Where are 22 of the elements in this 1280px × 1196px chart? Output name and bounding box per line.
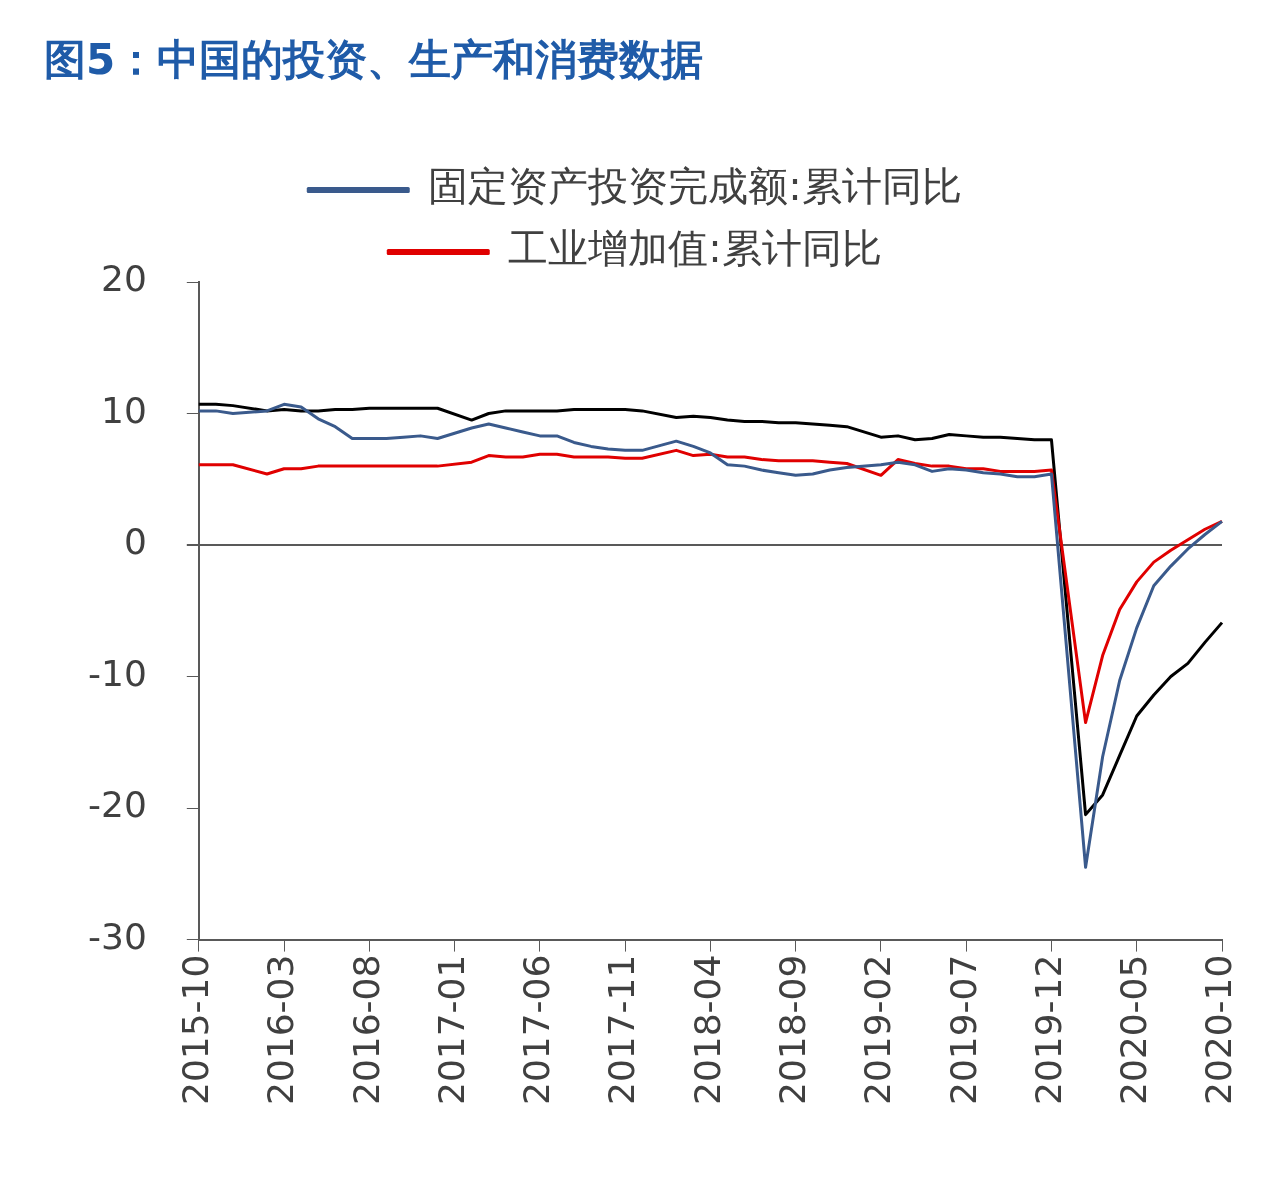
y-tick-label: -30 xyxy=(87,915,147,957)
chart-title: 图5：中国的投资、生产和消费数据 xyxy=(43,34,705,86)
x-tick-label: 2019-02 xyxy=(857,954,899,1106)
y-tick-label: -10 xyxy=(87,652,147,694)
x-tick-label: 2018-09 xyxy=(772,954,814,1106)
x-tick-label: 2019-07 xyxy=(942,954,984,1106)
x-tick-label: 2020-10 xyxy=(1198,954,1240,1106)
x-tick-label: 2019-12 xyxy=(1027,954,1069,1106)
x-tick-label: 2016-08 xyxy=(345,954,387,1106)
x-tick-label: 2017-01 xyxy=(430,954,472,1106)
x-tick-label: 2020-05 xyxy=(1113,954,1155,1106)
y-tick-label: 20 xyxy=(100,258,147,300)
x-tick-label: 2018-04 xyxy=(686,954,728,1106)
x-tick-label: 2017-06 xyxy=(516,954,558,1106)
y-tick-label: -20 xyxy=(87,784,147,826)
legend-label: 工业增加值:累计同比 xyxy=(508,225,882,272)
y-tick-label: 10 xyxy=(100,389,147,431)
legend-label: 固定资产投资完成额:累计同比 xyxy=(428,163,962,210)
x-tick-label: 2016-03 xyxy=(260,954,302,1106)
x-tick-label: 2017-11 xyxy=(601,954,643,1106)
x-tick-label: 2015-10 xyxy=(175,954,217,1106)
y-tick-label: 0 xyxy=(123,521,147,563)
